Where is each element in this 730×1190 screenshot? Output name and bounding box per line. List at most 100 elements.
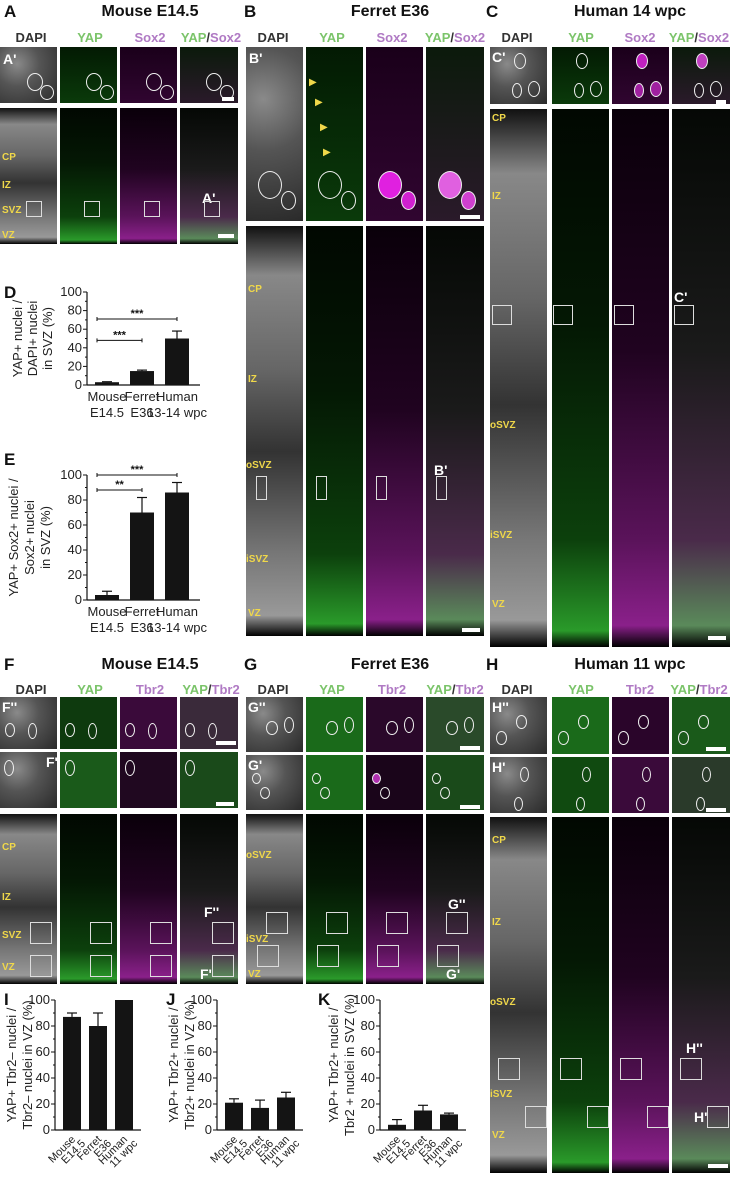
image-c-column-merge: C' bbox=[672, 109, 730, 647]
channel-label-yap: YAP bbox=[568, 682, 594, 697]
image-h-inset2-dapi: H'' bbox=[490, 697, 547, 754]
svg-text:in SVZ (%): in SVZ (%) bbox=[40, 307, 55, 370]
panel-label-a: A bbox=[4, 2, 17, 21]
image-f-column-yap bbox=[60, 814, 117, 984]
panel-label-h: H bbox=[486, 655, 499, 674]
panel-a-title: Mouse E14.5 bbox=[101, 3, 199, 20]
panel-label-k: K bbox=[318, 990, 331, 1009]
svg-text:40: 40 bbox=[68, 340, 82, 355]
image-f-inset2-merge bbox=[180, 697, 238, 749]
svg-text:***: *** bbox=[131, 464, 145, 476]
arrowhead-icon: ▶ bbox=[323, 147, 331, 158]
image-g-inset2-dapi: G'' bbox=[246, 697, 303, 752]
panel-label-b: B bbox=[244, 2, 257, 21]
image-a-column-sox2 bbox=[120, 108, 177, 244]
svg-text:Tbr2 + nuclei in SVZ (%): Tbr2 + nuclei in SVZ (%) bbox=[342, 994, 357, 1136]
panel-label-j: J bbox=[166, 990, 176, 1009]
channel-label-sox2: Sox2 bbox=[134, 30, 166, 45]
svg-text:YAP+ Tbr2– nuclei /: YAP+ Tbr2– nuclei / bbox=[4, 1007, 19, 1122]
image-f-inset1-tbr2 bbox=[120, 752, 177, 808]
svg-text:80: 80 bbox=[36, 1018, 50, 1033]
image-c-inset-dapi: C' bbox=[490, 47, 547, 104]
image-h-column-merge: H'' H' bbox=[672, 817, 730, 1173]
image-h-inset1-tbr2 bbox=[612, 757, 669, 813]
svg-text:0: 0 bbox=[205, 1122, 212, 1137]
svg-text:Human: Human bbox=[156, 604, 198, 619]
image-g-inset1-tbr2 bbox=[366, 755, 423, 810]
svg-text:0: 0 bbox=[75, 592, 82, 607]
channel-label-dapi: DAPI bbox=[257, 30, 289, 45]
chart-j-svg: 0 20 40 60 80 100 YAP+ Tbr2+ nuclei / Tbr2+ nuc… bbox=[166, 992, 303, 1170]
image-c-inset-yap bbox=[552, 47, 609, 104]
image-b-column-yap bbox=[306, 226, 363, 636]
svg-text:YAP+ Tbr2+ nuclei /: YAP+ Tbr2+ nuclei / bbox=[326, 1007, 341, 1123]
image-a-inset-yap bbox=[60, 47, 117, 103]
image-g-inset1-yap bbox=[306, 755, 363, 810]
channel-label-sox2: Sox2 bbox=[624, 30, 656, 45]
svg-text:40: 40 bbox=[361, 1070, 375, 1085]
channel-label-dapi: DAPI bbox=[501, 682, 533, 697]
image-a-column-dapi: CP IZ SVZ VZ bbox=[0, 108, 57, 244]
chart-j: 0 20 40 60 80 100 YAP+ Tbr2+ nuclei / Tbr2+ nuc… bbox=[162, 985, 322, 1185]
image-f-inset2-dapi: F'' bbox=[0, 697, 57, 749]
image-g-column-yap bbox=[306, 814, 363, 984]
channel-label-merge: YAP/Sox2 bbox=[424, 30, 486, 45]
panel-label-c: C bbox=[486, 2, 499, 21]
channel-label-yap: YAP bbox=[568, 30, 594, 45]
panel-label-g: G bbox=[244, 655, 258, 674]
channel-label-dapi: DAPI bbox=[15, 682, 47, 697]
channel-label-yap: YAP bbox=[319, 30, 345, 45]
image-c-column-yap bbox=[552, 109, 609, 647]
svg-text:60: 60 bbox=[36, 1044, 50, 1059]
svg-text:80: 80 bbox=[361, 1018, 375, 1033]
image-b-inset-merge bbox=[426, 47, 484, 221]
svg-text:in SVZ (%): in SVZ (%) bbox=[38, 506, 53, 569]
image-h-inset1-dapi: H' bbox=[490, 757, 547, 813]
image-a-column-yap bbox=[60, 108, 117, 244]
svg-text:40: 40 bbox=[198, 1070, 212, 1085]
channel-label-merge: YAP/Sox2 bbox=[180, 30, 242, 45]
svg-text:YAP+ nuclei /: YAP+ nuclei / bbox=[10, 299, 25, 377]
image-a-column-merge: A' bbox=[180, 108, 238, 244]
panel-f-title: Mouse E14.5 bbox=[101, 656, 199, 673]
image-c-inset-sox2 bbox=[612, 47, 669, 104]
chart-d: 0 20 40 60 80 100 YAP+ nuclei / DAPI+ nuclei in … bbox=[0, 280, 240, 420]
image-g-column-merge: G'' G' bbox=[426, 814, 484, 984]
channel-label-sox2: Sox2 bbox=[376, 30, 408, 45]
image-b-inset-yap: ▶ ▶ ▶ ▶ bbox=[306, 47, 363, 221]
image-g-inset2-yap bbox=[306, 697, 363, 752]
svg-text:Mouse: Mouse bbox=[87, 389, 126, 404]
image-h-inset2-tbr2 bbox=[612, 697, 669, 754]
chart-d-svg: 0 20 40 60 80 100 YAP+ nuclei / DAPI+ nuclei in … bbox=[10, 284, 207, 420]
image-a-inset-sox2 bbox=[120, 47, 177, 103]
panel-c-title: Human 14 wpc bbox=[573, 3, 687, 20]
channel-label-yap: YAP bbox=[319, 682, 345, 697]
svg-text:40: 40 bbox=[68, 542, 82, 557]
arrowhead-icon: ▶ bbox=[315, 97, 323, 108]
channel-label-yap: YAP bbox=[77, 682, 103, 697]
channel-label-merge: YAP/Tbr2 bbox=[426, 682, 484, 697]
svg-text:20: 20 bbox=[198, 1096, 212, 1111]
channel-label-tbr2: Tbr2 bbox=[377, 682, 407, 697]
svg-text:100: 100 bbox=[60, 467, 82, 482]
channel-label-merge: YAP/Tbr2 bbox=[182, 682, 240, 697]
image-h-column-yap bbox=[552, 817, 609, 1173]
image-h-inset1-yap bbox=[552, 757, 609, 813]
image-c-column-dapi: CP IZ oSVZ iSVZ VZ bbox=[490, 109, 547, 647]
svg-text:0: 0 bbox=[43, 1122, 50, 1137]
svg-text:20: 20 bbox=[68, 358, 82, 373]
svg-text:E36: E36 bbox=[130, 405, 153, 420]
channel-label-yap: YAP bbox=[77, 30, 103, 45]
svg-text:100: 100 bbox=[353, 992, 375, 1007]
image-g-inset1-dapi: G' bbox=[246, 755, 303, 810]
svg-text:60: 60 bbox=[361, 1044, 375, 1059]
svg-text:80: 80 bbox=[198, 1018, 212, 1033]
svg-text:E36: E36 bbox=[130, 620, 153, 635]
channel-label-tbr2: Tbr2 bbox=[135, 682, 165, 697]
channel-label-merge: YAP/Sox2 bbox=[668, 30, 730, 45]
image-g-column-dapi: oSVZ iSVZ VZ bbox=[246, 814, 303, 984]
image-f-column-dapi: CP IZ SVZ VZ bbox=[0, 814, 57, 984]
svg-text:E14.5: E14.5 bbox=[90, 620, 124, 635]
panel-label-d: D bbox=[4, 283, 17, 302]
svg-text:Ferret: Ferret bbox=[125, 604, 160, 619]
